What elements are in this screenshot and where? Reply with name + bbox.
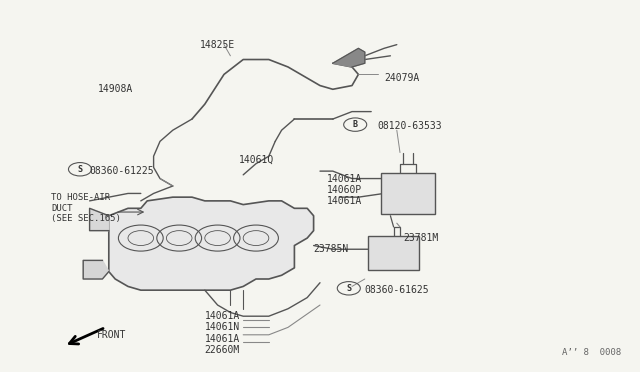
Text: 23781M: 23781M (403, 233, 438, 243)
Text: 08120-63533: 08120-63533 (378, 122, 442, 131)
Text: 14061A: 14061A (205, 311, 240, 321)
Text: 08360-61225: 08360-61225 (90, 166, 154, 176)
Polygon shape (109, 197, 314, 290)
Text: 23785N: 23785N (314, 244, 349, 254)
FancyBboxPatch shape (381, 173, 435, 214)
Text: 08360-61625: 08360-61625 (365, 285, 429, 295)
Text: A’’ 8  0008: A’’ 8 0008 (562, 348, 621, 357)
Text: B: B (353, 120, 358, 129)
Text: 24079A: 24079A (384, 73, 419, 83)
Text: 14061A: 14061A (326, 174, 362, 183)
Text: 14061A: 14061A (205, 334, 240, 343)
Text: 14061Q: 14061Q (238, 155, 274, 165)
Text: 14060P: 14060P (326, 185, 362, 195)
Text: 14061A: 14061A (326, 196, 362, 206)
Text: 22660M: 22660M (205, 345, 240, 355)
Text: 14908A: 14908A (97, 84, 133, 94)
Text: S: S (346, 284, 351, 293)
Text: FRONT: FRONT (97, 330, 127, 340)
Text: 14825E: 14825E (200, 40, 236, 49)
Polygon shape (90, 208, 109, 231)
Polygon shape (333, 48, 365, 67)
FancyBboxPatch shape (368, 236, 419, 270)
Text: 14061N: 14061N (205, 323, 240, 332)
Polygon shape (83, 260, 109, 279)
Text: S: S (77, 165, 83, 174)
Text: TO HOSE-AIR
DUCT
(SEE SEC.165): TO HOSE-AIR DUCT (SEE SEC.165) (51, 193, 121, 223)
